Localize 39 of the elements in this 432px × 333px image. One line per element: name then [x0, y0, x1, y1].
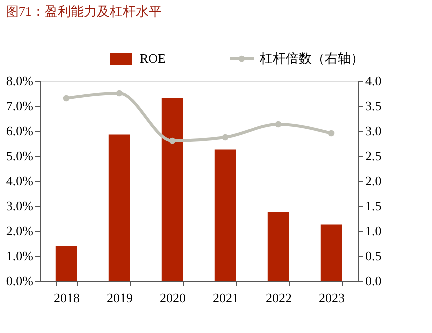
x-tick-label: 2023 [319, 290, 345, 306]
point [275, 121, 282, 128]
x-tick-label: 2022 [266, 290, 292, 306]
bar [56, 246, 78, 281]
bar [162, 98, 184, 281]
x-tick-label: 2020 [160, 290, 186, 306]
x-tick-label: 2018 [54, 290, 80, 306]
bar [214, 150, 236, 281]
point [328, 130, 335, 137]
bar [320, 224, 342, 281]
point [222, 134, 229, 141]
y2-tick-label: 3.5 [366, 98, 382, 114]
y2-tick-label: 2.0 [366, 174, 382, 188]
y-tick-label: 1.0% [6, 248, 34, 264]
bar [268, 212, 290, 281]
y-tick-label: 6.0% [6, 124, 34, 138]
bar [108, 134, 130, 281]
y-tick-label: 0.0% [6, 274, 34, 288]
y-tick-label: 5.0% [6, 148, 34, 164]
legend-label: ROE [140, 51, 166, 66]
y-tick-label: 7.0% [6, 98, 34, 114]
y2-tick-label: 3.0 [366, 124, 382, 138]
point [116, 90, 123, 97]
y2-tick-label: 2.5 [366, 148, 382, 164]
x-tick-label: 2019 [107, 290, 133, 306]
x-tick-label: 2021 [213, 290, 239, 306]
y-tick-label: 2.0% [6, 224, 34, 238]
y-tick-label: 4.0% [6, 174, 34, 188]
y2-tick-label: 0.0 [366, 274, 382, 288]
chart-title: 图71：盈利能力及杠杆水平 [6, 4, 162, 19]
y2-tick-label: 0.5 [366, 248, 382, 264]
y2-tick-label: 1.0 [366, 224, 382, 238]
point [63, 95, 70, 102]
legend-label: 杠杆倍数（右轴） [259, 51, 364, 66]
y2-tick-label: 1.5 [366, 198, 382, 214]
y-tick-label: 3.0% [6, 198, 34, 214]
y-tick-label: 8.0% [6, 74, 34, 88]
y2-tick-label: 4.0 [366, 74, 382, 88]
point [169, 138, 176, 144]
